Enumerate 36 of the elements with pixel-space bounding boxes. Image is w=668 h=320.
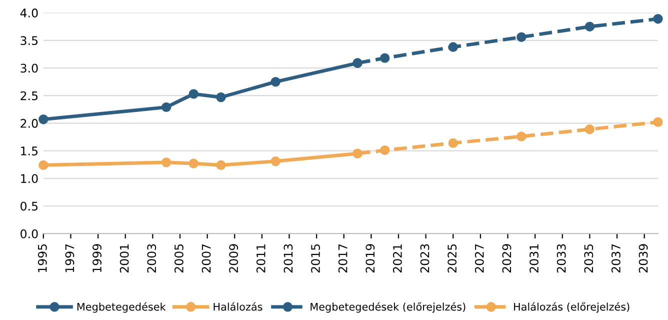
y-tick-label: 3.0 [20,64,38,73]
x-tick-label: 2029 [502,244,512,272]
x-tick-label: 2039 [638,244,648,272]
legend-label: Halálozás [214,302,262,311]
x-tick-label: 1997 [65,244,74,272]
x-tick-label: 2017 [338,244,348,272]
x-tick-label: 2025 [448,244,457,272]
legend-label: Megbetegedések [77,302,166,313]
y-tick-label: 0.0 [20,229,38,238]
x-tick-label: 2005 [174,244,184,272]
x-tick-label: 2009 [229,244,238,272]
x-tick-label: 2021 [392,244,402,272]
x-tick-label: 2031 [530,244,538,272]
legend-label: Megbetegedések (előrejelzés) [310,302,466,313]
x-tick-label: 1999 [92,244,102,272]
x-tick-label: 2011 [256,244,266,272]
x-tick-label: 2027 [474,244,484,272]
y-tick-label: 0.5 [20,202,38,211]
x-tick-label: 2035 [584,244,594,272]
x-tick-label: 2033 [556,244,566,272]
y-tick-label: 3.5 [20,36,38,46]
x-tick-label: 2001 [120,244,129,272]
y-tick-label: 1.5 [21,146,38,156]
x-tick-label: 2037 [612,244,620,272]
y-tick-label: 4.0 [20,8,38,18]
x-tick-label: 1995 [38,244,47,272]
y-tick-label: 2.5 [20,91,38,100]
x-tick-label: 2023 [420,244,430,272]
y-tick-label: 1.0 [21,174,38,184]
x-tick-label: 2019 [366,244,375,272]
x-tick-label: 2003 [147,244,156,272]
legend-label: Halálozás (előrejelzés) [514,302,630,313]
x-tick-label: 2007 [202,244,211,272]
y-tick-label: 2.0 [20,118,38,128]
x-tick-label: 2015 [311,244,320,272]
x-tick-label: 2013 [284,244,293,272]
